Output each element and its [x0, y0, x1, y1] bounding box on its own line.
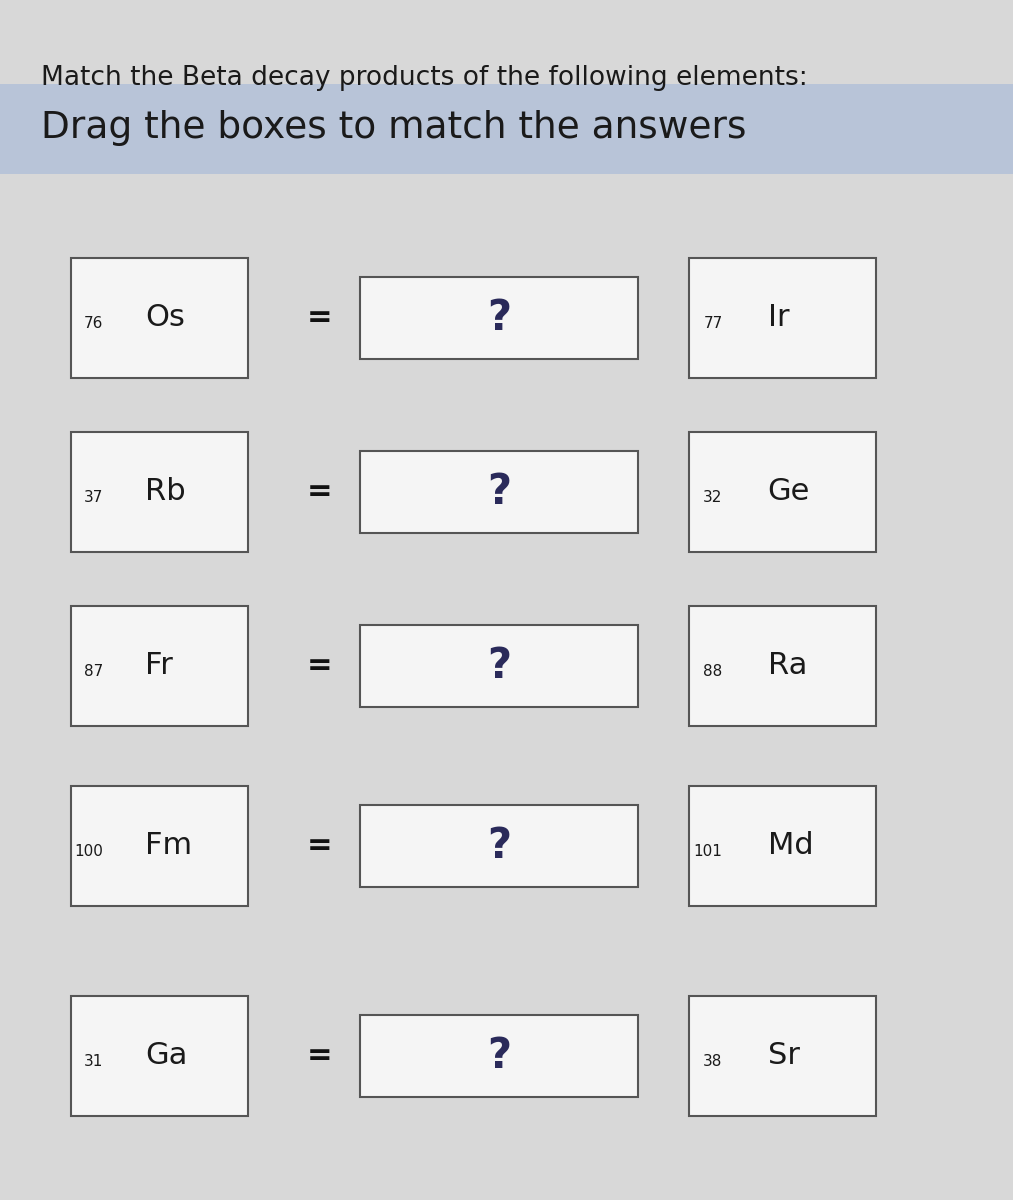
Bar [71, 606, 248, 726]
Bar [689, 996, 876, 1116]
Text: Os: Os [146, 304, 185, 332]
Bar [689, 606, 876, 726]
Bar [71, 432, 248, 552]
Text: ?: ? [487, 826, 511, 866]
Text: 31: 31 [83, 1055, 103, 1069]
Text: 38: 38 [703, 1055, 722, 1069]
Text: Ge: Ge [768, 478, 810, 506]
Bar [689, 786, 876, 906]
Text: 32: 32 [703, 491, 722, 505]
Text: Ga: Ga [146, 1042, 187, 1070]
Text: ?: ? [487, 646, 511, 686]
Text: =: = [306, 1042, 332, 1070]
Bar [360, 1015, 638, 1097]
Text: 87: 87 [83, 665, 103, 679]
Bar [360, 277, 638, 359]
Text: ?: ? [487, 296, 511, 338]
Text: 76: 76 [83, 317, 103, 331]
Text: Ra: Ra [768, 652, 807, 680]
Bar [71, 996, 248, 1116]
Bar [360, 451, 638, 533]
Text: ?: ? [487, 470, 511, 514]
Bar [689, 258, 876, 378]
Text: Ir: Ir [768, 304, 789, 332]
Text: Rb: Rb [146, 478, 186, 506]
Text: 88: 88 [703, 665, 722, 679]
Bar [689, 432, 876, 552]
Text: Fr: Fr [146, 652, 173, 680]
Text: Sr: Sr [768, 1042, 799, 1070]
Bar [360, 625, 638, 707]
Text: =: = [306, 832, 332, 860]
Text: Drag the boxes to match the answers: Drag the boxes to match the answers [41, 110, 746, 146]
Text: 77: 77 [703, 317, 722, 331]
Text: =: = [306, 478, 332, 506]
Bar [71, 258, 248, 378]
Bar [0, 84, 1013, 174]
Bar [360, 805, 638, 887]
Text: Md: Md [768, 832, 813, 860]
Bar [71, 786, 248, 906]
Text: 37: 37 [83, 491, 103, 505]
Text: Fm: Fm [146, 832, 192, 860]
Text: ?: ? [487, 1034, 511, 1078]
Text: 100: 100 [74, 845, 103, 859]
Text: =: = [306, 304, 332, 332]
Text: Match the Beta decay products of the following elements:: Match the Beta decay products of the fol… [41, 65, 807, 91]
Text: =: = [306, 652, 332, 680]
Text: 101: 101 [694, 845, 722, 859]
